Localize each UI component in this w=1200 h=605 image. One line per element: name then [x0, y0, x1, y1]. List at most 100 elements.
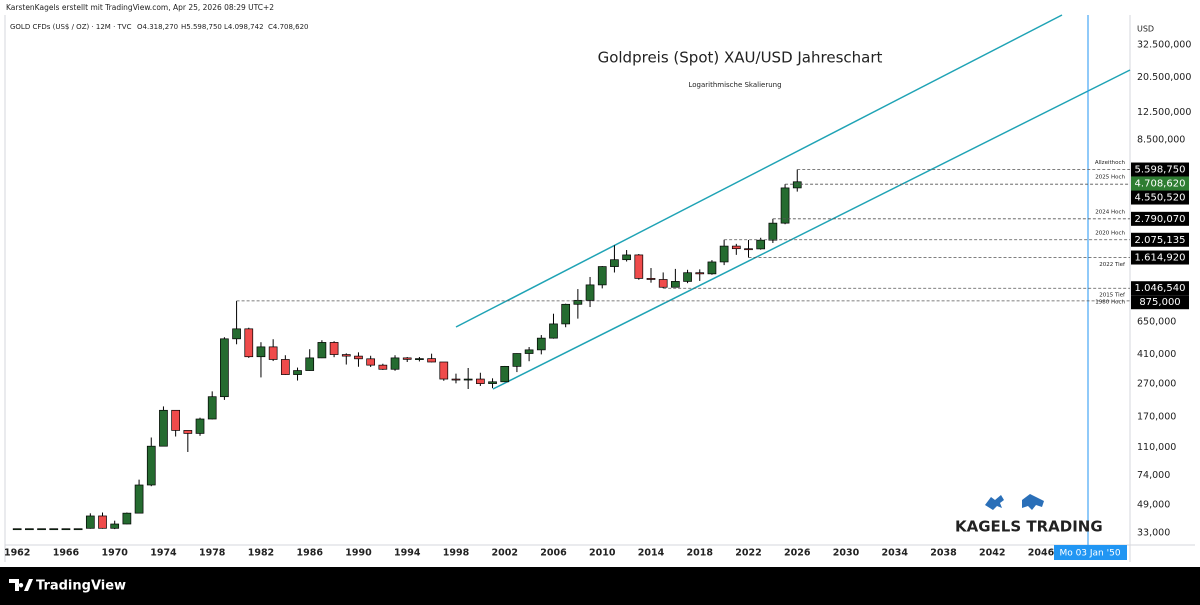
level-label-box [1131, 176, 1189, 191]
y-tick-label: 270,000 [1137, 379, 1176, 390]
cursor-label-box [1054, 545, 1127, 560]
candle-body [280, 359, 290, 375]
candle-body [134, 484, 144, 514]
x-tick-label: 2006 [540, 548, 567, 559]
candle-body [415, 358, 424, 360]
candle-body [98, 515, 107, 529]
y-tick-label: 20.500,000 [1137, 72, 1191, 83]
candle-body [451, 378, 461, 381]
y-tick-label: 170,000 [1137, 411, 1176, 422]
candle-body [488, 381, 497, 384]
level-label-box [1131, 281, 1189, 296]
x-tick-label: 1986 [296, 548, 323, 559]
candle-body [244, 328, 254, 358]
candle-body [536, 337, 546, 351]
x-tick-label: 1966 [53, 548, 80, 559]
candle-body [341, 354, 351, 357]
x-tick-label: 1982 [248, 548, 274, 559]
candle-body [329, 342, 339, 355]
candle-body [122, 512, 132, 525]
candle-body [317, 342, 327, 359]
candle-body [73, 528, 83, 531]
x-tick-label: 1962 [4, 548, 30, 559]
candle-body [110, 523, 120, 529]
y-tick-label: 8.500,000 [1137, 134, 1185, 145]
candle-body [683, 272, 692, 282]
x-tick-label: 2022 [735, 548, 761, 559]
chart-subtitle: Logarithmische Skalierung [688, 81, 781, 89]
candle-body [61, 528, 71, 531]
candle-body [561, 303, 571, 325]
candle-body [232, 328, 241, 340]
candle-body [207, 396, 217, 420]
candle-body [671, 281, 680, 288]
candle-body [25, 528, 34, 531]
y-tick-label: 410,000 [1137, 349, 1176, 360]
level-label-box [1131, 250, 1189, 265]
candle-body [512, 353, 522, 367]
cursor-label: Mo 03 Jan '50 [1059, 549, 1120, 559]
candle-body [658, 279, 668, 288]
x-tick-label: 2038 [930, 548, 957, 559]
header-text: KarstenKagels erstellt mit TradingView.c… [6, 3, 274, 12]
candle-body [792, 181, 802, 189]
currency-label: USD [1137, 25, 1154, 34]
y-tick-label: 33,000 [1137, 527, 1170, 538]
channel-lower [492, 69, 1131, 390]
candle-body [195, 418, 205, 434]
candle-body [366, 358, 376, 366]
level-note: 2024 Hoch [1095, 209, 1125, 215]
candle-body [354, 355, 363, 360]
x-tick-label: 2030 [833, 548, 860, 559]
candle-body [159, 409, 168, 447]
level-label: 2.790,070 [1135, 214, 1186, 225]
y-tick-label: 12.500,000 [1137, 107, 1191, 118]
candle-body [171, 409, 180, 431]
level-note: 2025 Hoch [1095, 175, 1125, 181]
level-label: 1.046,540 [1135, 283, 1186, 294]
ohlc-high: H5.598,750 [181, 23, 222, 31]
candle-body [768, 222, 778, 241]
level-label: 4.708,620 [1135, 179, 1186, 190]
candle-body [524, 349, 534, 354]
candle-body [37, 528, 46, 531]
level-note: 2020 Hoch [1095, 230, 1125, 236]
level-label-box [1131, 190, 1189, 205]
level-note: 1980 Hoch [1095, 300, 1125, 306]
candle-body [85, 515, 95, 529]
level-label: 5.598,750 [1135, 165, 1186, 176]
footer-logo-icon [9, 579, 33, 591]
x-tick-label: 2042 [979, 548, 1005, 559]
candle-body [463, 378, 473, 381]
x-tick-label: 1970 [101, 548, 128, 559]
candle-body [780, 187, 790, 224]
candle-body [12, 528, 22, 531]
candle-body [744, 248, 753, 251]
level-label: 875,000 [1139, 297, 1180, 308]
level-label: 4.550,520 [1135, 193, 1186, 204]
level-label-box [1131, 211, 1189, 226]
x-tick-label: 1998 [443, 548, 470, 559]
candle-body [256, 346, 266, 358]
candle-body [549, 323, 558, 339]
candle-body [476, 378, 485, 384]
x-tick-label: 2034 [882, 548, 909, 559]
y-tick-label: 110,000 [1137, 442, 1176, 453]
candle-body [707, 261, 717, 275]
channel-upper [455, 14, 1063, 328]
candle-body [427, 358, 436, 363]
symbol-text: GOLD CFDs (US$ / OZ) · 12M · TVC [10, 23, 132, 31]
ohlc-close: C4.708,620 [268, 23, 309, 31]
x-tick-label: 1994 [394, 548, 421, 559]
candle-body [49, 528, 59, 531]
y-tick-label: 74,000 [1137, 470, 1170, 481]
ohlc-open: O4.318,270 [137, 23, 178, 31]
candle-body [402, 357, 412, 360]
level-label: 2.075,135 [1135, 235, 1186, 246]
chart-title: Goldpreis (Spot) XAU/USD Jahreschart [598, 49, 883, 67]
candle-body [378, 364, 388, 370]
x-tick-label: 1974 [150, 548, 177, 559]
footer-brand: TradingView [36, 579, 126, 594]
